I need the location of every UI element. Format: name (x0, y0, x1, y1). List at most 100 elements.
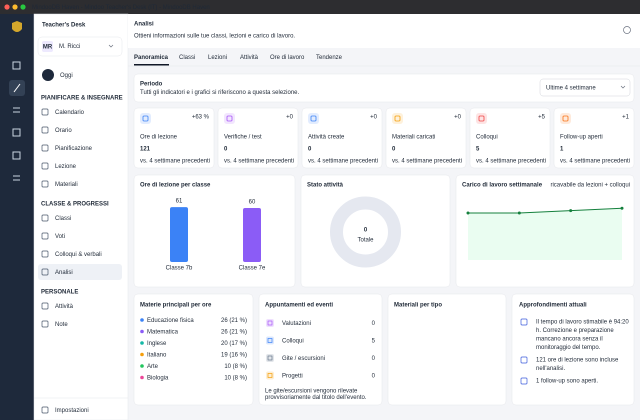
point (466, 211, 470, 215)
kpi-card (217, 107, 299, 169)
nav-item[interactable]: Analisi (55, 270, 73, 276)
rail-icon[interactable] (12, 61, 21, 70)
rail-icon[interactable] (13, 83, 21, 93)
nav-item[interactable]: Attività (55, 304, 74, 310)
nav-active (38, 264, 122, 280)
bar-category-label: Classe 7e (239, 266, 266, 272)
subject-value: 10 (8 %) (224, 364, 247, 370)
kpi-value: 1 (560, 147, 564, 153)
rail-icon[interactable] (13, 107, 20, 113)
period-note: Tutti gli indicatori e i grafici si rife… (140, 90, 300, 96)
subject-value: 19 (16 %) (221, 352, 247, 358)
kpi-value: 0 (308, 147, 312, 153)
insight-icon (520, 377, 528, 385)
period-title: Periodo (140, 82, 163, 88)
rail-icon[interactable] (12, 128, 21, 137)
chart-title: Carico di lavoro settimanale (462, 183, 543, 189)
nav-item[interactable]: Classi (55, 216, 71, 222)
kpi-label: Materiali caricati (392, 135, 435, 141)
bar-value-label: 60 (249, 200, 256, 206)
nav-item[interactable]: Colloqui & verbali (55, 252, 102, 258)
page-subtitle: Ottieni informazioni sulle tue classi, l… (134, 34, 295, 40)
today-icon (42, 69, 54, 81)
event-name: Colloqui (282, 338, 304, 344)
bar-category-label: Classe 7b (166, 266, 193, 272)
kpi-trend: +0 (454, 115, 462, 121)
kpi-card (385, 107, 467, 169)
insight-text: monitoraggio del tempo. (536, 345, 601, 351)
help-icon[interactable] (623, 26, 631, 34)
kpi-trend: +63 % (192, 115, 210, 121)
kpi-icon (140, 113, 151, 124)
legend-dot (140, 375, 144, 380)
legend-dot (140, 364, 144, 368)
kpi-icon-glyph (562, 115, 569, 122)
event-icon (266, 371, 274, 380)
nav-item[interactable]: Orario (55, 128, 72, 134)
title-bar (0, 0, 640, 14)
chart-card (133, 174, 296, 288)
nav-icon (41, 126, 49, 134)
close-button[interactable] (4, 4, 10, 10)
avatar (42, 41, 53, 52)
insight-text: Il tempo di lavoro stimabile è 94:20 (536, 320, 629, 326)
point (620, 206, 624, 210)
rail-icon[interactable] (13, 175, 20, 181)
section-heading: CLASSE & PROGRESSI (41, 202, 109, 208)
line (468, 207, 623, 214)
bar (170, 207, 188, 262)
card-title: Materiali per tipo (394, 303, 442, 309)
legend-dot (140, 329, 144, 334)
nav-icon (41, 180, 49, 188)
donut-ring (330, 196, 401, 268)
event-name: Valutazioni (282, 321, 311, 327)
logo (12, 21, 22, 32)
section-heading: PERSONALE (41, 290, 78, 296)
kpi-trend: +0 (370, 115, 378, 121)
tab[interactable]: Attività (240, 55, 259, 61)
tab[interactable]: Ore di lavoro (270, 55, 305, 61)
period-select-value: Ultime 4 settimane (546, 86, 596, 92)
event-icon-glyph (267, 355, 273, 361)
kpi-note: vs. 4 settimane precedenti (140, 159, 210, 165)
content: MindooDB Haven - Mindoo Teacher's Desk (… (32, 5, 640, 414)
nav-item[interactable]: Pianificazione (55, 146, 93, 152)
kpi-label: Colloqui (476, 135, 498, 141)
zoom-button[interactable] (20, 4, 26, 10)
kpi-icon-glyph (394, 115, 401, 122)
subjects-card (133, 293, 254, 406)
subject-name: Biologia (147, 375, 169, 381)
chart-title: Stato attività (307, 183, 344, 189)
kpi-icon (392, 113, 403, 124)
nav-item[interactable]: Voti (55, 234, 65, 240)
tab[interactable]: Tendenze (316, 55, 343, 61)
chart-card (300, 174, 451, 288)
event-icon (266, 354, 274, 362)
nav-item[interactable]: Calendario (55, 110, 85, 116)
user-switcher[interactable] (37, 36, 123, 57)
materials-card (387, 293, 507, 406)
nav-item[interactable]: Note (55, 322, 68, 328)
event-icon (266, 319, 274, 327)
tab[interactable]: Panoramica (134, 55, 169, 61)
chart-title: Ore di lezione per classe (140, 183, 211, 189)
point (569, 209, 573, 213)
nav-icon (41, 320, 49, 328)
nav-icon (41, 406, 49, 414)
event-value: 5 (372, 338, 376, 344)
subject-value: 20 (17 %) (221, 341, 247, 347)
event-note: provvisoriamente dal titolo dell'evento. (265, 395, 367, 401)
minimize-button[interactable] (12, 4, 18, 10)
page-header (128, 14, 640, 48)
nav-item[interactable]: Lezione (55, 164, 77, 170)
nav-item[interactable]: Materiali (55, 182, 78, 188)
card-title: Appuntamenti ed eventi (265, 303, 333, 309)
tab[interactable]: Classi (179, 55, 195, 61)
kpi-icon-glyph (478, 115, 485, 122)
rail-icon[interactable] (12, 151, 21, 160)
kpi-value: 5 (476, 147, 480, 153)
subject-name: Inglese (147, 341, 167, 347)
tab[interactable]: Lezioni (208, 55, 227, 61)
insight-text: nell'analisi. (536, 366, 565, 372)
period-select[interactable] (539, 78, 631, 97)
